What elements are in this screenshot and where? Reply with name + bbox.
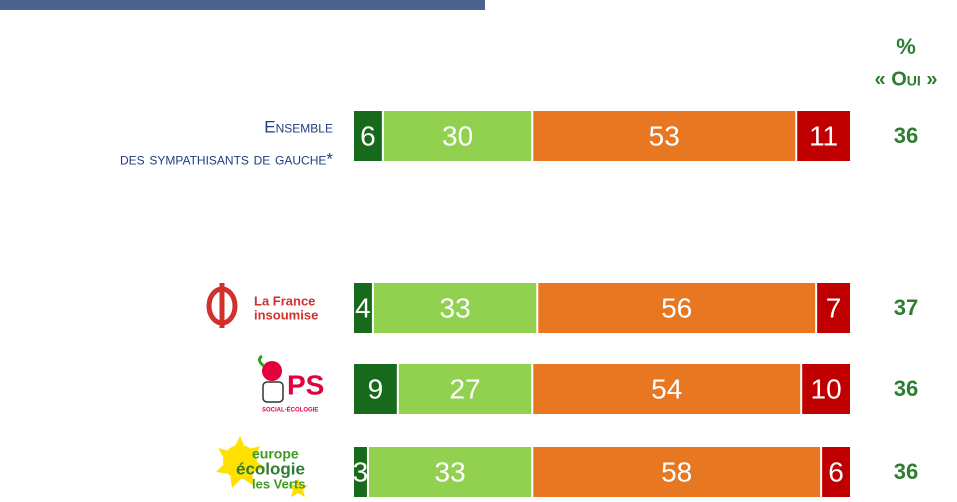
segment-label: 54 <box>651 373 682 404</box>
bar-segment <box>398 364 532 414</box>
bar-segment <box>373 283 537 333</box>
segment-label: 58 <box>661 456 692 487</box>
bar-segment <box>797 111 850 161</box>
category-label: PS <box>287 369 324 400</box>
bar-segment <box>354 111 382 161</box>
segment-label: 6 <box>360 120 376 151</box>
bar-segment <box>383 111 532 161</box>
category-label: social-écologie <box>262 406 318 414</box>
segment-label: 30 <box>442 120 473 151</box>
segment-label: 33 <box>440 292 471 323</box>
bar-segment <box>533 364 801 414</box>
bar-segment <box>533 447 821 497</box>
total-label: 36 <box>894 459 918 484</box>
bar-segment <box>802 364 850 414</box>
total-label: 37 <box>894 295 918 320</box>
lfi-logo <box>206 283 238 328</box>
bar-segment <box>822 447 850 497</box>
bar-segment <box>354 283 372 333</box>
category-label: europe <box>252 446 299 462</box>
bar-segment <box>354 364 397 414</box>
category-label: écologie <box>236 459 305 478</box>
segment-label: 6 <box>828 456 844 487</box>
bar-segment <box>533 111 796 161</box>
segment-label: 7 <box>826 292 842 323</box>
segment-label: 27 <box>449 373 480 404</box>
category-label: Ensemble <box>264 117 333 136</box>
segment-label: 56 <box>661 292 692 323</box>
segment-label: 3 <box>353 456 369 487</box>
header-band <box>0 0 485 10</box>
ps-logo <box>257 354 284 403</box>
segment-label: 4 <box>355 292 371 323</box>
bar-segment <box>368 447 532 497</box>
segment-label: 53 <box>649 120 680 151</box>
total-header: % <box>896 34 916 59</box>
total-label: 36 <box>894 123 918 148</box>
bar-segment <box>354 447 367 497</box>
total-header: « Oui » <box>875 68 938 90</box>
segment-label: 9 <box>368 373 384 404</box>
bar-segment <box>817 283 850 333</box>
segment-label: 11 <box>809 120 838 151</box>
segment-label: 10 <box>811 373 842 404</box>
category-label: La France <box>254 293 315 308</box>
eelv-logo <box>216 436 308 497</box>
category-label: les Verts <box>252 476 306 491</box>
category-label: insoumise <box>254 307 318 322</box>
segment-label: 33 <box>435 456 466 487</box>
category-label: des sympathisants de gauche* <box>120 149 333 168</box>
total-label: 36 <box>894 376 918 401</box>
bar-segment <box>538 283 816 333</box>
